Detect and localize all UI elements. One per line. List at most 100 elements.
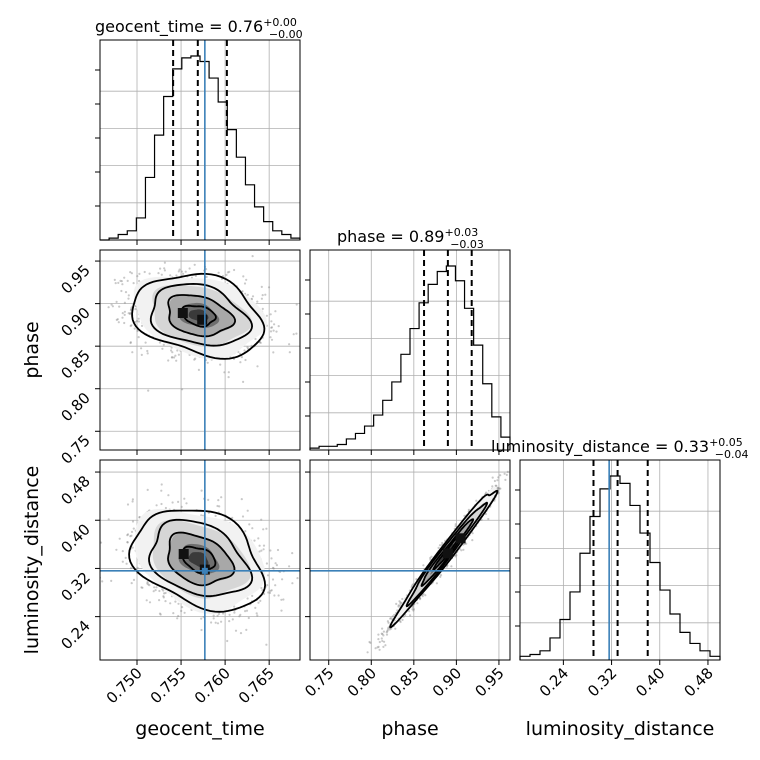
sample-point (188, 267, 191, 270)
sample-point (382, 634, 385, 637)
sample-point (153, 586, 156, 589)
sample-point (182, 272, 185, 275)
sample-point (242, 275, 245, 278)
sample-point (247, 347, 250, 350)
sample-point (378, 640, 381, 644)
sample-point (136, 566, 139, 569)
sample-point (381, 639, 384, 643)
sample-point (272, 329, 275, 332)
sample-point (512, 479, 514, 481)
sample-point (272, 351, 275, 354)
sample-point (454, 525, 457, 528)
sample-point (145, 599, 148, 602)
sample-point (93, 340, 95, 342)
sample-point (273, 594, 276, 597)
sample-point (503, 472, 506, 475)
sample-point (163, 269, 166, 272)
sample-point (115, 300, 118, 303)
sample-point (460, 549, 463, 552)
sample-point (180, 609, 183, 613)
sample-point (136, 329, 139, 333)
sample-point (388, 628, 391, 631)
sample-point (223, 371, 226, 374)
sample-point (143, 270, 146, 274)
sample-point (228, 613, 231, 616)
sample-point (274, 310, 277, 313)
sample-point (226, 271, 229, 274)
sample-point (158, 599, 161, 602)
sample-point (163, 261, 166, 264)
sample-point (266, 584, 269, 587)
sample-point (136, 275, 139, 278)
sample-point (140, 324, 144, 327)
sample-point (242, 380, 245, 383)
title-minus: −0.00 (269, 28, 303, 41)
panel-scatter-phase-luminosity-distance: 0.75 0.80 0.85 0.90 0.95 (301, 459, 514, 700)
sample-point (243, 282, 247, 285)
sample-point (394, 627, 397, 630)
sample-point (450, 565, 453, 568)
sample-point (138, 516, 141, 519)
sample-point (381, 627, 384, 630)
sample-point (241, 290, 244, 293)
sample-point (419, 597, 422, 600)
sample-point (251, 255, 254, 258)
sample-point (485, 491, 488, 494)
title-main: geocent_time = 0.76 (95, 17, 263, 37)
sample-point (164, 506, 167, 510)
sample-point (430, 555, 433, 558)
sample-point (497, 486, 500, 490)
density-peak (178, 549, 189, 559)
sample-point (260, 518, 263, 521)
sample-point (131, 498, 134, 501)
sample-point (511, 470, 513, 472)
sample-point (243, 349, 246, 352)
panel-frame (309, 249, 511, 451)
sample-point (366, 651, 369, 654)
sample-point (216, 614, 219, 617)
sample-point (159, 267, 162, 270)
sample-point (231, 618, 234, 621)
sample-point (389, 617, 392, 620)
sample-point (200, 514, 203, 517)
sample-point (129, 567, 133, 570)
sample-point (251, 527, 254, 530)
sample-point (159, 613, 162, 616)
sample-point (288, 565, 291, 568)
sample-point (510, 477, 512, 479)
sample-point (114, 282, 117, 285)
sample-point (118, 537, 121, 540)
sample-point (251, 594, 254, 598)
sample-point (129, 341, 132, 345)
sample-point (118, 305, 121, 308)
plot-area (310, 470, 514, 654)
sample-point (281, 578, 284, 581)
sample-point (227, 376, 230, 379)
x-tick-label: 0.750 (103, 664, 146, 707)
sample-point (377, 638, 380, 641)
sample-point (246, 346, 249, 349)
sample-point (391, 615, 394, 618)
sample-point (467, 508, 470, 511)
sample-point (399, 602, 402, 605)
sample-point (506, 470, 509, 473)
sample-point (471, 532, 474, 535)
sample-point (256, 300, 259, 303)
sample-point (397, 604, 400, 607)
sample-point (124, 556, 127, 560)
sample-point (282, 598, 285, 601)
sample-point (270, 320, 273, 323)
sample-point (177, 270, 180, 273)
sample-point (170, 356, 173, 359)
sample-point (240, 356, 243, 359)
sample-point (130, 534, 133, 537)
sample-point (267, 591, 270, 594)
sample-point (158, 612, 162, 615)
sample-point (131, 500, 134, 503)
sample-point (276, 548, 280, 552)
sample-point (181, 606, 184, 609)
sample-point (214, 621, 217, 624)
sample-point (160, 483, 163, 486)
sample-point (154, 589, 157, 592)
